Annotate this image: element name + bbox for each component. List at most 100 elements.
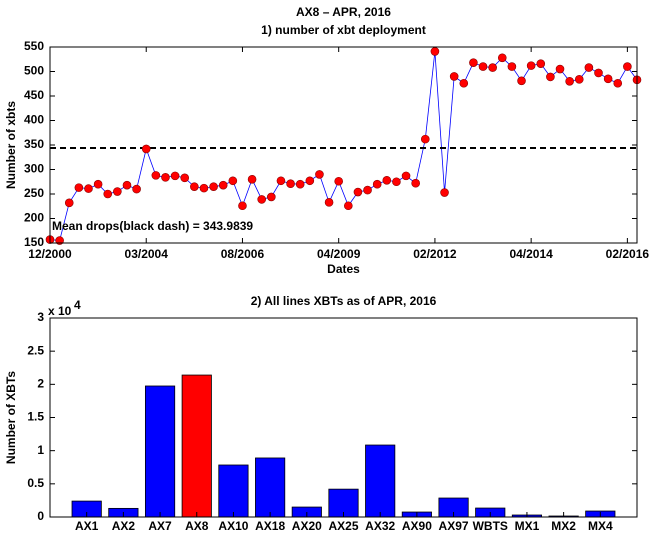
x-tick-label: AX32 — [365, 519, 395, 533]
data-point — [295, 179, 305, 189]
data-point — [353, 187, 363, 197]
x-tick-label: AX90 — [402, 519, 432, 533]
y-tick-label: 0.5 — [27, 476, 44, 490]
x-tick-label: 04/2014 — [509, 247, 553, 261]
x-tick-label: 12/2000 — [28, 247, 72, 261]
data-point — [190, 182, 199, 191]
data-point — [305, 176, 315, 186]
bar — [255, 457, 286, 518]
bar — [365, 444, 396, 518]
x-tick-label: AX2 — [112, 519, 136, 533]
exponent-label: x 10 — [48, 304, 72, 318]
data-point — [209, 182, 218, 191]
x-tick-label: MX2 — [551, 519, 576, 533]
data-point — [594, 68, 603, 78]
data-point — [401, 171, 411, 181]
mean-annotation: Mean drops(black dash) = 343.9839 — [52, 219, 253, 233]
y-tick-label: 350 — [24, 137, 44, 151]
bar — [218, 464, 249, 518]
data-point — [344, 201, 353, 211]
data-point — [84, 184, 93, 193]
data-point — [132, 184, 141, 194]
data-point — [420, 134, 430, 144]
y-axis-label: Number of XBTs — [4, 371, 18, 464]
y-axis-label: Number of xbts — [4, 101, 18, 189]
x-tick-label: AX10 — [218, 519, 248, 533]
data-point — [151, 171, 161, 180]
y-tick-label: 2.5 — [27, 343, 44, 357]
data-point — [488, 63, 497, 72]
y-tick-label: 2 — [37, 377, 44, 391]
x-tick-label: 08/2006 — [221, 247, 265, 261]
x-tick-label: MX1 — [515, 519, 540, 533]
data-point — [459, 78, 469, 88]
data-point — [74, 183, 84, 192]
data-point — [238, 201, 247, 211]
data-point — [584, 63, 594, 72]
x-axis-label: Dates — [327, 262, 360, 276]
exponent: 4 — [74, 298, 81, 312]
y-tick-label: 400 — [24, 113, 44, 127]
axes-box — [49, 46, 638, 244]
x-tick-label: AX8 — [185, 519, 209, 533]
x-tick-label: AX97 — [439, 519, 469, 533]
axes-box — [49, 317, 638, 518]
chart-title: AX8 – APR, 2016 — [296, 5, 391, 19]
data-point — [536, 59, 546, 68]
data-point — [334, 176, 343, 186]
data-point — [180, 173, 190, 183]
data-point — [363, 185, 372, 195]
x-tick-label: AX25 — [328, 519, 358, 533]
data-point — [286, 179, 295, 189]
bar — [144, 385, 176, 518]
x-tick-label: MX4 — [588, 519, 613, 533]
y-tick-label: 300 — [24, 162, 44, 176]
data-point — [199, 183, 209, 193]
x-tick-label: 02/2012 — [413, 247, 457, 261]
data-point — [603, 74, 613, 84]
data-point — [315, 170, 324, 179]
data-point — [372, 179, 382, 189]
data-point — [122, 180, 132, 190]
y-tick-label: 1 — [37, 443, 44, 457]
y-tick-label: 150 — [24, 235, 44, 249]
data-point — [440, 188, 449, 197]
y-tick-label: 0 — [37, 509, 44, 523]
data-point — [392, 177, 401, 187]
y-tick-label: 1.5 — [27, 410, 44, 424]
x-tick-label: AX7 — [148, 519, 172, 533]
data-point — [141, 144, 151, 154]
data-point — [469, 58, 478, 67]
data-point — [161, 173, 170, 182]
data-point — [324, 198, 334, 207]
data-point — [257, 195, 267, 204]
data-point — [555, 64, 565, 74]
data-point — [574, 75, 584, 84]
x-tick-label: AX18 — [255, 519, 285, 533]
x-tick-label: 04/2009 — [317, 247, 361, 261]
data-point — [247, 175, 257, 184]
data-point — [170, 171, 180, 181]
data-point — [218, 180, 228, 190]
x-tick-label: 03/2004 — [125, 247, 169, 261]
data-point — [276, 176, 286, 186]
chart-subtitle: 1) number of xbt deployment — [261, 23, 426, 37]
bar — [181, 374, 212, 518]
y-tick-label: 250 — [24, 186, 44, 200]
data-point — [228, 176, 238, 186]
data-point — [478, 62, 488, 71]
data-point — [411, 178, 420, 188]
data-point — [517, 76, 526, 86]
x-tick-label: 02/2016 — [606, 247, 650, 261]
data-point — [507, 62, 517, 71]
data-point — [526, 61, 536, 70]
data-point — [613, 78, 623, 88]
data-point — [449, 72, 459, 81]
data-point — [565, 77, 574, 86]
data-point — [497, 53, 507, 63]
y-tick-label: 550 — [24, 39, 44, 53]
data-point — [623, 62, 632, 71]
data-point — [546, 72, 555, 82]
y-tick-label: 3 — [37, 310, 44, 324]
